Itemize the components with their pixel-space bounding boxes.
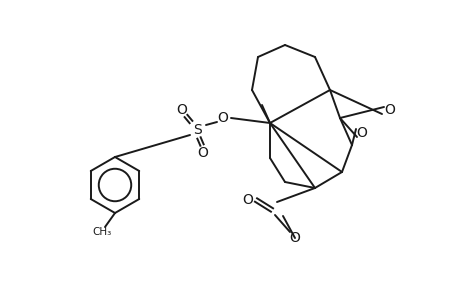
Text: S: S bbox=[193, 123, 202, 137]
Text: O: O bbox=[289, 231, 300, 245]
Text: O: O bbox=[197, 146, 208, 160]
Text: O: O bbox=[217, 111, 228, 125]
Text: O: O bbox=[356, 126, 367, 140]
Text: O: O bbox=[176, 103, 187, 117]
Text: O: O bbox=[384, 103, 395, 117]
Text: CH₃: CH₃ bbox=[92, 227, 112, 237]
Text: O: O bbox=[242, 193, 253, 207]
